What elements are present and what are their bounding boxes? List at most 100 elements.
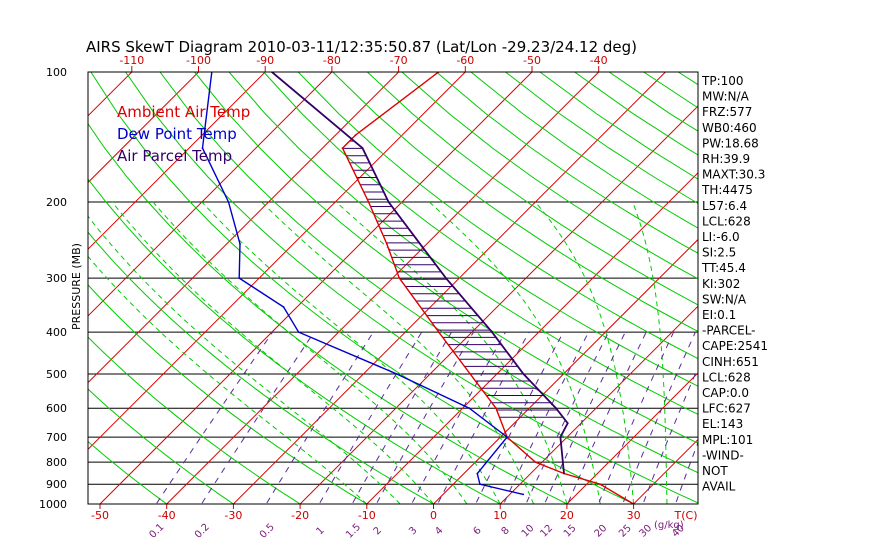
mixing-ratio-unit-label: (g/kg) xyxy=(654,520,684,531)
dry-adiabat-line xyxy=(851,72,870,513)
mixing-ratio-tick-label: 30 xyxy=(637,523,654,540)
mixing-ratio-tick-label: 0.1 xyxy=(147,522,166,541)
sidebar-stat: WB0:460 xyxy=(702,121,757,135)
mixing-ratio-tick-label: 2 xyxy=(372,525,384,537)
bottom-temp-tick-label: -10 xyxy=(358,509,376,522)
profile-point xyxy=(398,277,401,279)
mixing-ratio-tick-label: 20 xyxy=(593,523,610,540)
mixing-ratio-line xyxy=(375,331,474,504)
mixing-ratio-line xyxy=(642,366,698,504)
dry-adiabat-line xyxy=(782,72,870,513)
profile-point xyxy=(367,201,370,203)
moist-adiabat-line xyxy=(335,201,568,504)
profile-point xyxy=(238,277,241,279)
profile-point xyxy=(341,147,344,150)
top-temp-tick-label: -90 xyxy=(256,54,274,67)
sidebar-stat: CAPE:2541 xyxy=(702,339,768,353)
mixing-ratio-tick-label: 8 xyxy=(500,525,512,537)
moist-adiabat-line xyxy=(111,201,434,504)
top-temp-tick-label: -40 xyxy=(590,54,608,67)
pressure-tick-label: 600 xyxy=(46,402,67,415)
mixing-ratio-line xyxy=(155,331,274,504)
profile-point xyxy=(445,277,447,279)
sidebar-stat: EL:143 xyxy=(702,417,743,431)
chart-title: AIRS SkewT Diagram 2010-03-11/12:35:50.8… xyxy=(86,38,637,56)
dry-adiabat-line xyxy=(88,336,302,504)
mixing-ratio-tick-label: 6 xyxy=(471,525,483,537)
dry-adiabat-line xyxy=(88,440,168,504)
sidebar-stat: TH:4475 xyxy=(701,183,753,197)
profile-point xyxy=(522,373,525,375)
sidebar-stat: MW:N/A xyxy=(702,90,750,104)
pressure-tick-label: 900 xyxy=(46,478,67,491)
sidebar-stat: -WIND- xyxy=(702,448,744,462)
mixing-ratio-line xyxy=(543,331,626,504)
sidebar-stat: EI:0.1 xyxy=(702,308,736,322)
mixing-ratio-line xyxy=(503,331,590,504)
ambient-air-temp-line xyxy=(341,72,634,504)
profile-point xyxy=(479,483,481,486)
top-temp-tick-label: -70 xyxy=(390,54,408,67)
mixing-ratio-line xyxy=(525,331,610,504)
dry-adiabat-line xyxy=(505,72,698,204)
moist-adiabat-line xyxy=(535,201,635,504)
air-parcel-temp-line xyxy=(271,72,569,474)
profile-point xyxy=(559,436,562,438)
sidebar-stat: L57:6.4 xyxy=(702,199,747,213)
dry-adiabat-line xyxy=(297,72,698,360)
mixing-ratio-tick-label: 25 xyxy=(617,523,634,540)
isotherm-line xyxy=(88,72,333,317)
moist-adiabat-line xyxy=(632,201,668,504)
bottom-temp-tick-label: -20 xyxy=(291,509,309,522)
profile-point xyxy=(282,306,285,308)
profile-point xyxy=(563,472,565,475)
moist-adiabat-line xyxy=(152,201,468,504)
sidebar-stat: CINH:651 xyxy=(702,355,759,369)
isotherm-line xyxy=(233,72,666,504)
bottom-temp-tick-label: -30 xyxy=(224,509,242,522)
isotherm-line xyxy=(767,72,870,504)
dry-adiabat-line xyxy=(747,72,870,513)
sidebar-stat: SW:N/A xyxy=(702,292,747,306)
mixing-ratio-tick-label: 0.5 xyxy=(258,522,277,541)
profile-point xyxy=(385,243,388,245)
top-temp-tick-label: -50 xyxy=(523,54,541,67)
sidebar-stat: TP:100 xyxy=(701,74,744,88)
top-temp-tick-label: -110 xyxy=(119,54,144,67)
isotherm-line xyxy=(366,172,698,504)
profile-point xyxy=(419,243,421,245)
dry-adiabat-line xyxy=(88,231,435,504)
sidebar-stat: SI:2.5 xyxy=(702,246,736,260)
isotherm-line xyxy=(88,72,266,250)
pressure-tick-label: 200 xyxy=(46,196,67,209)
moist-adiabat-line xyxy=(428,201,601,504)
profile-point xyxy=(361,147,364,150)
legend: Ambient Air Temp Dew Point Temp Air Parc… xyxy=(117,103,250,165)
profile-point xyxy=(491,331,493,333)
mixing-ratio-line xyxy=(475,331,564,504)
profile-point xyxy=(395,373,398,375)
bottom-temp-unit-label: T(C) xyxy=(674,509,698,522)
pressure-tick-label: 1000 xyxy=(39,498,67,511)
bottom-temp-tick-label: 20 xyxy=(560,509,574,522)
isotherm-line xyxy=(299,105,698,504)
mixing-ratio-tick-label: 12 xyxy=(538,523,555,540)
isotherm-line xyxy=(88,72,399,384)
isotherm-line xyxy=(88,72,466,451)
legend-dew-point-temp: Dew Point Temp xyxy=(117,125,237,143)
profile-point xyxy=(201,147,204,150)
dry-adiabat-line xyxy=(88,388,235,504)
sidebar-stat: LCL:628 xyxy=(702,370,751,384)
isotherm-line xyxy=(433,238,698,504)
sidebar-stat: TT:45.4 xyxy=(701,261,746,275)
plot-frame xyxy=(87,71,699,505)
isotherm-line xyxy=(88,72,199,184)
dry-adiabat-line xyxy=(88,178,502,504)
mixing-ratio-tick-label: 1 xyxy=(314,525,326,537)
dry-adiabat-line xyxy=(263,72,698,387)
sidebar-stat: FRZ:577 xyxy=(702,105,752,119)
mixing-ratio-line xyxy=(265,331,374,504)
profile-point xyxy=(566,422,569,425)
